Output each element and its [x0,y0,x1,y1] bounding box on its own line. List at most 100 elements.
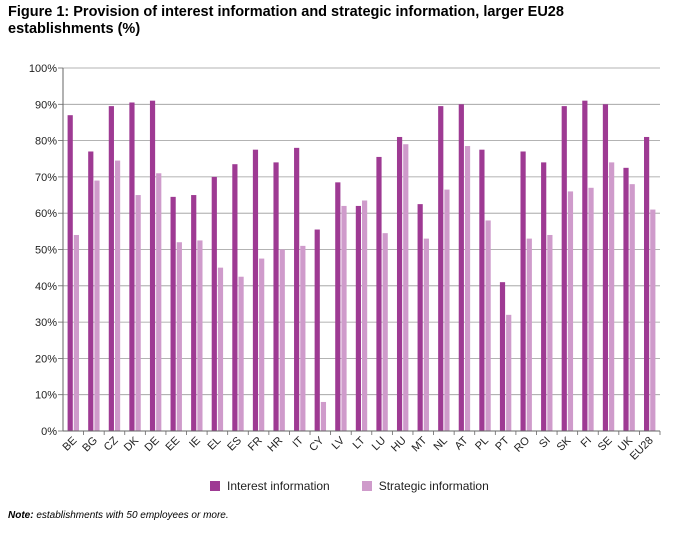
bar-interest-hr [273,162,279,431]
legend-swatch-strategic [361,481,372,491]
bar-interest-hu [396,136,403,431]
y-tick-label: 60% [35,208,57,220]
x-tick-label: FI [579,435,594,450]
bar-interest-ro [520,151,526,432]
bar-strategic-ie [197,240,203,431]
bar-strategic-fi [588,187,594,431]
y-tick-label: 70% [35,172,57,184]
bar-interest-si [541,162,547,431]
x-tick-label: EU28 [628,435,656,463]
x-tick-label: SE [596,435,615,454]
note-text: establishments with 50 employees or more… [33,510,229,521]
x-tick-label: PT [493,434,512,453]
bar-interest-lt [355,205,361,431]
legend-label-interest: Interest information [227,479,330,493]
bar-strategic-de [156,173,162,431]
x-tick-label: CY [307,434,327,454]
bar-strategic-nl [444,189,450,431]
y-tick-label: 100% [29,63,57,75]
x-tick-label: NL [432,435,450,453]
bar-strategic-cz [114,160,121,431]
bar-interest-uk [623,167,629,431]
x-tick-label: LU [370,435,388,453]
x-tick-label: IE [187,435,203,451]
legend-label-strategic: Strategic information [378,479,489,493]
bar-interest-ee [170,196,176,431]
bar-strategic-dk [135,195,141,431]
legend-swatch-interest [210,481,220,491]
bar-strategic-fr [259,258,265,431]
bar-strategic-ee [176,242,182,431]
y-tick-label: 30% [35,317,57,329]
y-tick-label: 50% [35,245,57,257]
bar-interest-ie [191,195,197,431]
bar-interest-lv [335,182,341,431]
x-tick-label: EE [163,435,182,454]
bar-interest-sk [561,106,567,432]
x-tick-label: SK [555,434,574,453]
bar-strategic-pl [485,220,491,431]
x-tick-label: ES [225,435,244,454]
bars [67,100,656,432]
bar-strategic-hr [279,249,285,431]
x-tick-label: BG [80,435,100,455]
bar-strategic-cy [320,401,327,431]
bar-interest-dk [129,102,135,432]
axes [62,68,660,432]
bar-interest-cy [314,229,320,431]
bar-strategic-lt [362,200,368,431]
bar-interest-at [458,104,464,432]
bar-strategic-si [547,234,553,431]
x-tick-label: LT [351,434,368,451]
x-tick-label: LV [330,434,348,452]
x-tick-label: DE [142,435,161,454]
y-tick-label: 20% [35,353,57,365]
x-tick-label: FR [246,435,265,454]
bar-strategic-lu [382,233,388,431]
x-tick-label: AT [453,434,471,452]
x-tick-label: MT [410,434,430,454]
y-tick-label: 0% [41,426,57,438]
bar-interest-eu28 [644,136,650,431]
x-tick-label: HR [266,435,286,455]
bar-interest-el [211,176,217,431]
chart-title: Figure 1: Provision of interest informat… [8,4,564,37]
bar-strategic-it [300,245,306,431]
bar-interest-lu [376,156,382,431]
x-tick-label: CZ [102,434,121,453]
bar-interest-it [294,147,300,432]
legend-item-strategic: Strategic information [361,479,489,493]
bar-interest-bg [88,151,94,432]
bar-strategic-mt [423,238,429,431]
x-tick-label: HU [389,435,409,455]
bar-interest-es [232,164,238,431]
bar-interest-pt [499,282,506,431]
bar-interest-mt [417,204,423,431]
bar-strategic-bg [94,180,100,431]
x-tick-label: SI [537,435,553,451]
bar-interest-cz [108,106,114,432]
gridlines [58,67,661,435]
x-tick-label: IT [290,434,306,450]
bar-strategic-se [609,162,615,431]
bar-interest-pl [479,149,485,432]
y-tick-label: 10% [35,390,57,402]
bar-strategic-hu [403,144,409,432]
bar-strategic-sk [567,191,574,431]
note-label: Note: [8,510,34,521]
bar-strategic-ro [526,238,532,431]
x-tick-label: RO [512,434,532,454]
x-tick-label: DK [122,434,142,454]
bar-interest-se [602,104,609,432]
legend-item-interest: Interest information [210,479,330,493]
bar-interest-be [67,115,73,431]
y-tick-label: 40% [35,281,57,293]
bar-strategic-el [217,267,224,431]
bar-strategic-es [238,276,244,431]
footnote: Note: establishments with 50 employees o… [8,510,229,521]
bar-interest-nl [438,106,444,432]
x-tick-label: EL [206,435,224,453]
y-tick-label: 90% [35,99,57,111]
y-tick-label: 80% [35,136,57,148]
